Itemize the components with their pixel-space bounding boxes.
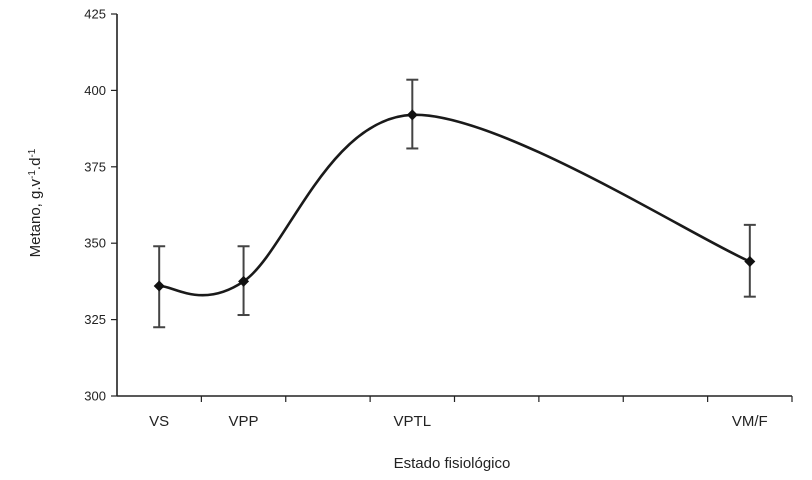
x-tick-label: VPP [229,413,259,430]
x-axis: VS VPP VPTL VM/F [117,395,793,430]
y-tick-label: 350 [84,236,106,251]
x-tick-label: VS [149,413,169,430]
data-point-marker [406,109,418,121]
data-markers [153,109,756,292]
error-bars [153,78,756,329]
x-tick-label: VM/F [732,413,768,430]
x-tick-label: VPTL [394,413,432,430]
y-tick-label: 425 [84,7,106,22]
x-axis-title: Estado fisiológico [394,455,511,472]
series-line [159,113,751,297]
y-tick-label: 375 [84,159,106,174]
y-tick-label: 400 [84,83,106,98]
y-axis: 300 325 350 375 400 425 [84,7,118,404]
y-tick-label: 325 [84,312,106,327]
y-tick-label: 300 [84,389,106,404]
data-point-marker [744,256,756,268]
data-point-marker [238,275,250,287]
y-axis-title: Metano, g.v-1.d-1 [27,148,45,257]
data-point-marker [153,280,165,292]
